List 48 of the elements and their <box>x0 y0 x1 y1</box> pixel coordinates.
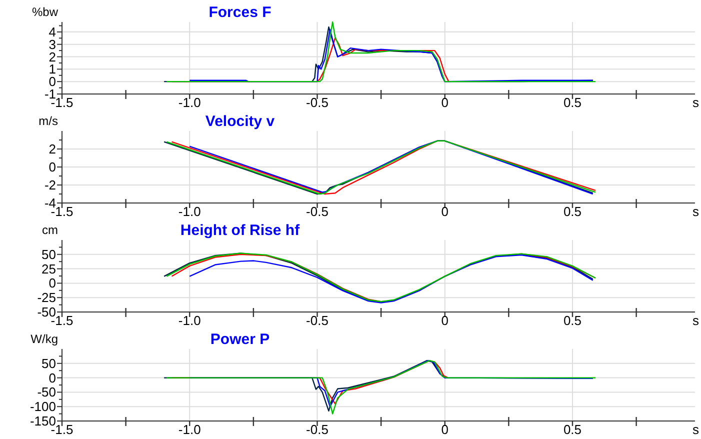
x-tick-label: -0.5 <box>306 313 328 328</box>
y-tick-label: 2 <box>48 142 56 156</box>
x-tick-label: -0.5 <box>306 422 328 437</box>
x-tick-label: 0.5 <box>563 313 582 328</box>
y-tick-label: -50 <box>37 384 56 400</box>
y-tick-label: 4 <box>48 24 56 40</box>
x-tick-label: -0.5 <box>306 95 328 110</box>
x-tick-label: 0 <box>441 95 448 110</box>
x-tick-label: 0 <box>441 204 448 219</box>
chart-title: Velocity v <box>205 113 276 130</box>
x-tick-label: -1.0 <box>178 313 201 328</box>
y-tick-label: 50 <box>42 246 56 262</box>
y-tick-label: -25 <box>37 290 56 306</box>
y-axis-title: %bw <box>32 5 58 19</box>
y-axis-title: m/s <box>38 114 58 128</box>
y-tick-label: -4 <box>44 196 56 210</box>
y-tick-label: 1 <box>48 62 56 77</box>
y-tick-label: -100 <box>30 399 56 414</box>
x-tick-label: 0.5 <box>563 422 582 437</box>
y-tick-label: 0 <box>48 370 56 386</box>
y-tick-label: 0 <box>48 74 56 90</box>
y-tick-label: 2 <box>48 49 56 64</box>
chart-title: Power P <box>210 331 270 348</box>
x-axis-title: s <box>692 204 700 219</box>
x-axis-title: s <box>692 422 700 437</box>
x-tick-label: 0.5 <box>563 95 582 110</box>
x-tick-label: -1.0 <box>178 422 201 437</box>
y-tick-label: -2 <box>44 178 56 192</box>
x-tick-label: 0 <box>441 422 448 437</box>
y-tick-label: 0 <box>48 276 56 291</box>
y-axis-title: cm <box>42 223 58 237</box>
y-tick-label: 0 <box>48 160 56 174</box>
x-tick-label: 0 <box>441 313 448 328</box>
x-axis-title: s <box>692 313 700 328</box>
x-tick-label: -1.0 <box>178 204 201 219</box>
y-tick-label: 50 <box>42 356 56 371</box>
y-tick-label: -50 <box>37 304 56 320</box>
y-tick-label: -1 <box>44 86 56 102</box>
x-tick-label: -1.0 <box>178 95 201 110</box>
x-axis-title: s <box>692 95 700 110</box>
x-tick-label: -0.5 <box>306 204 328 219</box>
chart-title: Height of Rise hf <box>180 222 301 239</box>
y-tick-label: 25 <box>42 261 56 276</box>
x-tick-label: 0.5 <box>563 204 582 219</box>
chart-title: Forces F <box>208 4 272 21</box>
y-axis-title: W/kg <box>30 332 58 346</box>
y-tick-label: -150 <box>30 414 56 428</box>
y-tick-label: 3 <box>48 36 56 52</box>
